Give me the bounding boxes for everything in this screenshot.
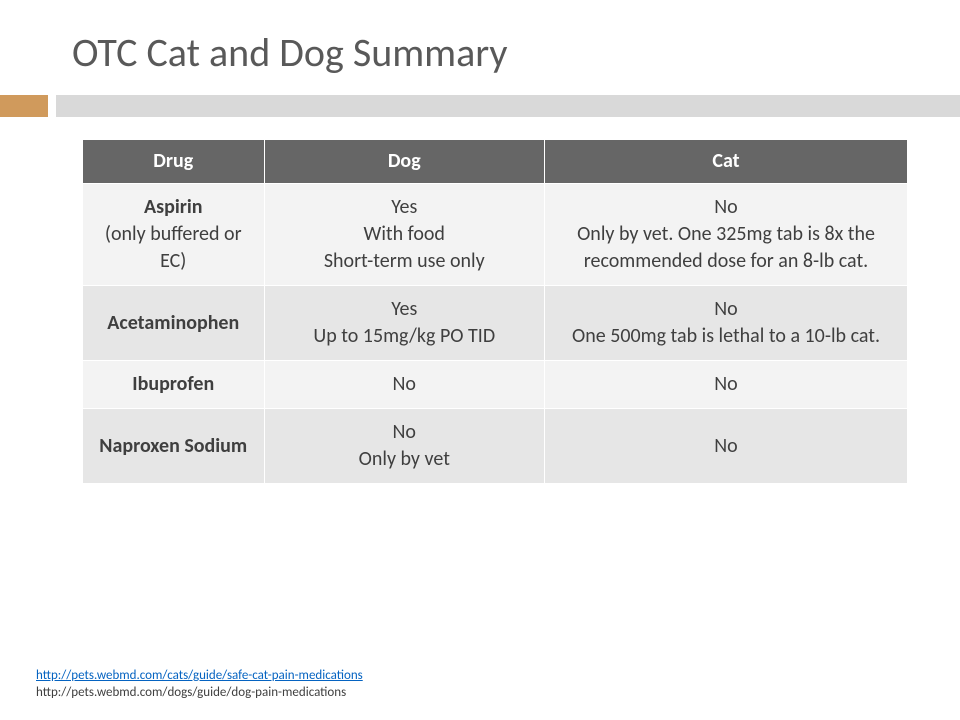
drug-subtext: (only buffered or EC): [93, 221, 254, 275]
table-row: Aspirin (only buffered or EC) Yes With f…: [83, 184, 908, 286]
drug-name: Naproxen Sodium: [99, 434, 247, 458]
cell-drug: Aspirin (only buffered or EC): [83, 184, 265, 286]
table-header-row: Drug Dog Cat: [83, 140, 908, 184]
table-container: Drug Dog Cat Aspirin (only buffered or E…: [0, 139, 960, 484]
cell-drug: Naproxen Sodium: [83, 409, 265, 484]
cell-dog: No: [264, 361, 545, 409]
cell-cat: No One 500mg tab is lethal to a 10-lb ca…: [545, 286, 908, 361]
drug-name: Ibuprofen: [132, 372, 214, 396]
footer-link[interactable]: http://pets.webmd.com/cats/guide/safe-ca…: [36, 668, 363, 683]
cell-drug: Acetaminophen: [83, 286, 265, 361]
divider-gap: [48, 95, 56, 117]
col-header-drug: Drug: [83, 140, 265, 184]
table-row: Ibuprofen No No: [83, 361, 908, 409]
drug-name: Aspirin: [144, 195, 203, 219]
cell-cat: No Only by vet. One 325mg tab is 8x the …: [545, 184, 908, 286]
otc-summary-table: Drug Dog Cat Aspirin (only buffered or E…: [82, 139, 908, 484]
cell-dog: Yes Up to 15mg/kg PO TID: [264, 286, 545, 361]
col-header-dog: Dog: [264, 140, 545, 184]
cell-cat: No: [545, 409, 908, 484]
page-title: OTC Cat and Dog Summary: [0, 0, 960, 95]
footer-citations: http://pets.webmd.com/cats/guide/safe-ca…: [36, 667, 363, 702]
table-row: Acetaminophen Yes Up to 15mg/kg PO TID N…: [83, 286, 908, 361]
title-divider: [0, 95, 960, 117]
divider-accent: [0, 95, 48, 117]
table-row: Naproxen Sodium No Only by vet No: [83, 409, 908, 484]
cell-dog: Yes With food Short-term use only: [264, 184, 545, 286]
drug-name: Acetaminophen: [107, 311, 239, 335]
divider-bar: [56, 95, 960, 117]
cell-dog: No Only by vet: [264, 409, 545, 484]
cell-drug: Ibuprofen: [83, 361, 265, 409]
cell-cat: No: [545, 361, 908, 409]
footer-text: http://pets.webmd.com/dogs/guide/dog-pai…: [36, 685, 346, 700]
col-header-cat: Cat: [545, 140, 908, 184]
